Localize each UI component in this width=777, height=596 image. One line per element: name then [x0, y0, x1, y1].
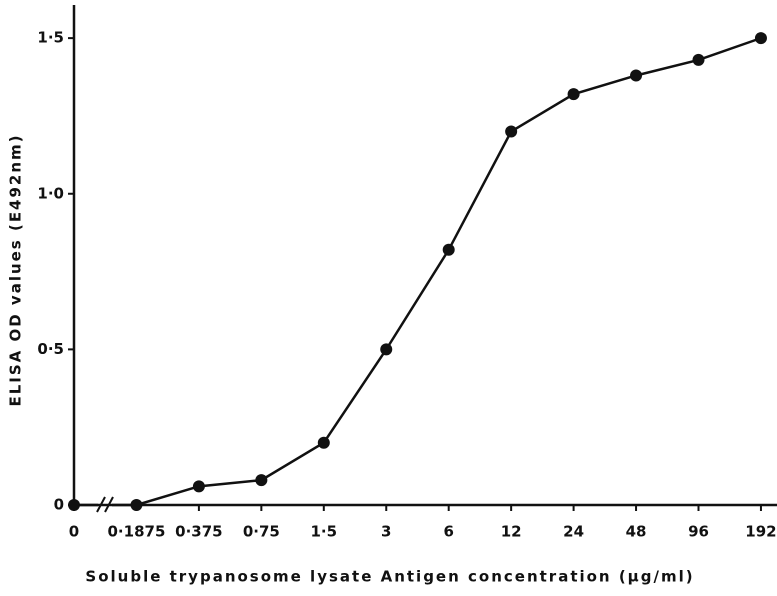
data-point	[505, 125, 518, 138]
x-tick-label: 24	[563, 523, 584, 541]
x-tick-label: 192	[745, 523, 776, 541]
y-tick-label: 1·5	[37, 29, 64, 47]
data-point	[754, 32, 767, 45]
data-point	[68, 499, 80, 511]
data-line	[74, 36, 762, 507]
data-point	[692, 53, 705, 66]
data-point	[255, 474, 268, 487]
x-tick-label: 3	[381, 523, 391, 541]
data-point	[630, 69, 643, 82]
data-point	[567, 88, 580, 101]
x-tick-label: 0·375	[175, 523, 222, 541]
data-point	[380, 343, 393, 356]
x-tick-label: 12	[501, 523, 522, 541]
x-tick-label: 1·5	[311, 523, 338, 541]
x-axis-label: Soluble trypanosome lysate Antigen conce…	[85, 568, 694, 586]
y-tick-label: 0	[54, 496, 64, 514]
x-tick-label: 6	[443, 523, 453, 541]
data-point	[317, 436, 330, 449]
y-tick-label: 0·5	[37, 340, 64, 358]
x-tick-label: 0	[69, 523, 79, 541]
data-point	[192, 480, 205, 493]
y-tick-label: 1·0	[37, 184, 64, 202]
x-tick-label: 96	[688, 523, 709, 541]
data-point	[130, 499, 143, 511]
x-tick-label: 48	[626, 523, 647, 541]
data-point	[442, 243, 455, 256]
y-axis-label: ELISA OD values (E492nm)	[7, 133, 25, 406]
x-tick-label: 0·75	[243, 523, 280, 541]
x-tick-label: 0·1875	[108, 523, 166, 541]
